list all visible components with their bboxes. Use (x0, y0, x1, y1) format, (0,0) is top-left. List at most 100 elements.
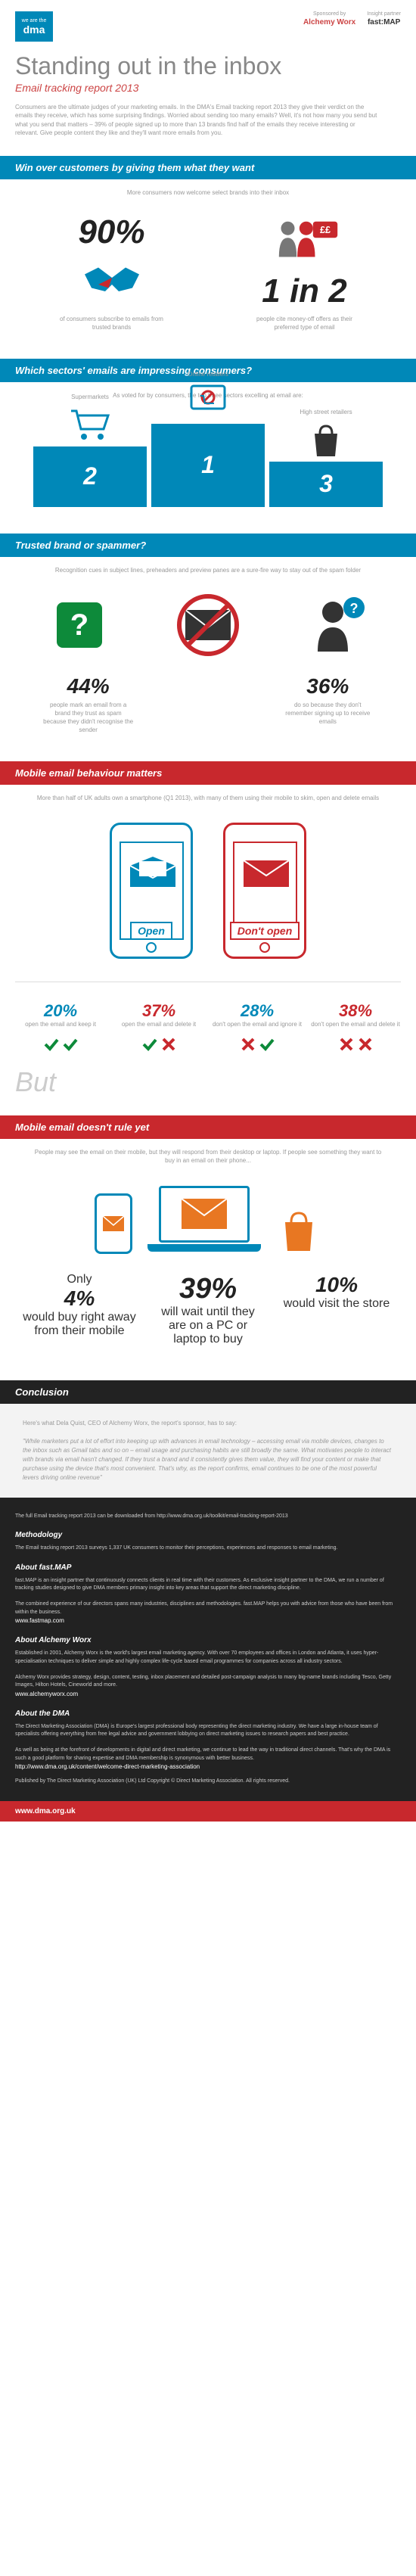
devices (0, 1174, 416, 1265)
handshake-icon (78, 251, 146, 304)
phone-button-icon (146, 942, 157, 953)
p3-num: 3 (319, 470, 333, 498)
h-alchemy: About Alchemy Worx (15, 1635, 401, 1646)
bag-icon (303, 420, 349, 458)
p1-num: 1 (201, 451, 215, 479)
conclusion-body: Here's what Dela Quist, CEO of Alchemy W… (0, 1404, 416, 1498)
sponsored-label: Sponsored by (313, 11, 346, 17)
device-phone-icon (95, 1193, 132, 1254)
online-cart-icon (185, 382, 231, 420)
tc1-p: 4% (23, 1286, 136, 1311)
footer-site: www.dma.org.uk (0, 1801, 416, 1822)
band-s5: Mobile email doesn't rule yet (0, 1115, 416, 1139)
people-pound-icon: ££ (271, 213, 339, 266)
conclusion-lead: Here's what Dela Quist, CEO of Alchemy W… (23, 1419, 393, 1428)
c3-p: 28% (212, 1001, 303, 1021)
tc1: Only4%would buy right away from their mo… (15, 1273, 144, 1346)
intro-text: Consumers are the ultimate judges of you… (15, 103, 401, 137)
tc2-p: 39% (151, 1273, 265, 1305)
c2-d: open the email and delete it (113, 1021, 204, 1028)
alchemy-logo: Alchemy Worx (303, 18, 355, 26)
phone-button-icon (259, 942, 270, 953)
stat-90: 90% (78, 213, 144, 251)
sponsor-item: Sponsored by Alchemy Worx (303, 11, 355, 26)
three-stats: Only4%would buy right away from their mo… (0, 1265, 416, 1354)
tc2-d: will wait until they are on a PC or lapt… (151, 1305, 265, 1346)
u-dma: http://www.dma.org.uk/content/welcome-di… (15, 1762, 401, 1772)
podium: Supermarkets 2 Online retailers 1 High s… (0, 424, 416, 507)
c2-p: 37% (113, 1001, 204, 1021)
s3-left-desc: people mark an email from a brand they t… (43, 701, 134, 735)
x-icon (357, 1036, 374, 1053)
band-s3: Trusted brand or spammer? (0, 534, 416, 557)
s1-left: 90% of consumers subscribe to emails fro… (15, 213, 208, 331)
t-methodology: The Email tracking report 2013 surveys 1… (15, 1545, 401, 1553)
podium-1: Online retailers 1 (151, 424, 265, 507)
sponsor-row: Sponsored by Alchemy Worx Insight partne… (303, 11, 401, 26)
podium-2: Supermarkets 2 (33, 446, 147, 507)
c1-d: open the email and keep it (15, 1021, 106, 1028)
check-icon (259, 1036, 275, 1053)
tc3: 10%would visit the store (272, 1273, 401, 1346)
s3-right-desc: do so because they don't remember signin… (282, 701, 373, 726)
phone-open: Open (110, 823, 193, 959)
h-dma: About the DMA (15, 1708, 401, 1719)
open-label: Open (130, 922, 172, 940)
h-methodology: Methodology (15, 1529, 401, 1541)
podium-3: High street retailers 3 (269, 462, 383, 507)
device-bag-icon (276, 1209, 321, 1254)
phones: Open Don't open (0, 811, 416, 970)
c4: 38%don't open the email and delete it (306, 1001, 405, 1053)
svg-text:?: ? (70, 608, 88, 642)
header: we are the dma Sponsored by Alchemy Worx… (0, 0, 416, 145)
s1-row: 90% of consumers subscribe to emails fro… (15, 213, 401, 331)
question-icon: ? (45, 591, 113, 659)
svg-text:££: ££ (319, 225, 330, 235)
band-s4: Mobile email behaviour matters (0, 761, 416, 785)
tc3-p: 10% (280, 1273, 393, 1297)
check-icon (62, 1036, 79, 1053)
no-mail-icon (174, 591, 242, 659)
copyright: Published by The Direct Marketing Associ… (15, 1778, 401, 1786)
subtitle: Email tracking report 2013 (15, 82, 401, 94)
x-icon (240, 1036, 256, 1053)
x-icon (338, 1036, 355, 1053)
tc1-pre: Only (23, 1273, 136, 1286)
x-icon (160, 1036, 177, 1053)
band-s1: Win over customers by giving them what t… (0, 156, 416, 179)
s1-right-desc: people cite money-off offers as their pr… (252, 315, 358, 331)
dma-big: dma (23, 23, 45, 36)
s3-stats: 44% people mark an email from a brand th… (0, 674, 416, 750)
p3-label: High street retailers (300, 409, 352, 415)
c2: 37%open the email and delete it (110, 1001, 208, 1053)
caption-s4: More than half of UK adults own a smartp… (0, 785, 416, 811)
page-title: Standing out in the inbox (15, 53, 401, 79)
check-icon (43, 1036, 60, 1053)
s3-left: 44% people mark an email from a brand th… (43, 674, 134, 735)
tc3-d: would visit the store (280, 1297, 393, 1311)
fastmap-logo: fast:MAP (368, 18, 400, 26)
but-text: But (0, 1060, 416, 1104)
h-fastmap: About fast.MAP (15, 1562, 401, 1573)
t-fastmap: fast.MAP is an insight partner that cont… (15, 1577, 401, 1617)
c1: 20%open the email and keep it (11, 1001, 110, 1053)
s3-right: 36% do so because they don't remember si… (282, 674, 373, 726)
band-conclusion: Conclusion (0, 1380, 416, 1404)
footer: The full Email tracking report 2013 can … (0, 1498, 416, 1801)
insight-item: Insight partner fast:MAP (367, 11, 401, 26)
svg-text:?: ? (350, 601, 359, 616)
dont-label: Don't open (230, 922, 300, 940)
dma-small: we are the (22, 18, 47, 23)
s1-right: ££ 1 in 2 people cite money-off offers a… (208, 213, 401, 331)
u-alchemy: www.alchemyworx.com (15, 1690, 401, 1699)
pct-36: 36% (306, 674, 349, 698)
check-icon (141, 1036, 158, 1053)
phone-dont: Don't open (223, 823, 306, 959)
stat-1in2: 1 in 2 (262, 272, 347, 310)
spam-icons: ? ? (0, 583, 416, 667)
p2-num: 2 (83, 462, 97, 490)
c4-d: don't open the email and delete it (310, 1021, 401, 1028)
c3-d: don't open the email and ignore it (212, 1021, 303, 1028)
dma-logo: we are the dma (15, 11, 53, 42)
device-laptop-icon (147, 1186, 261, 1254)
